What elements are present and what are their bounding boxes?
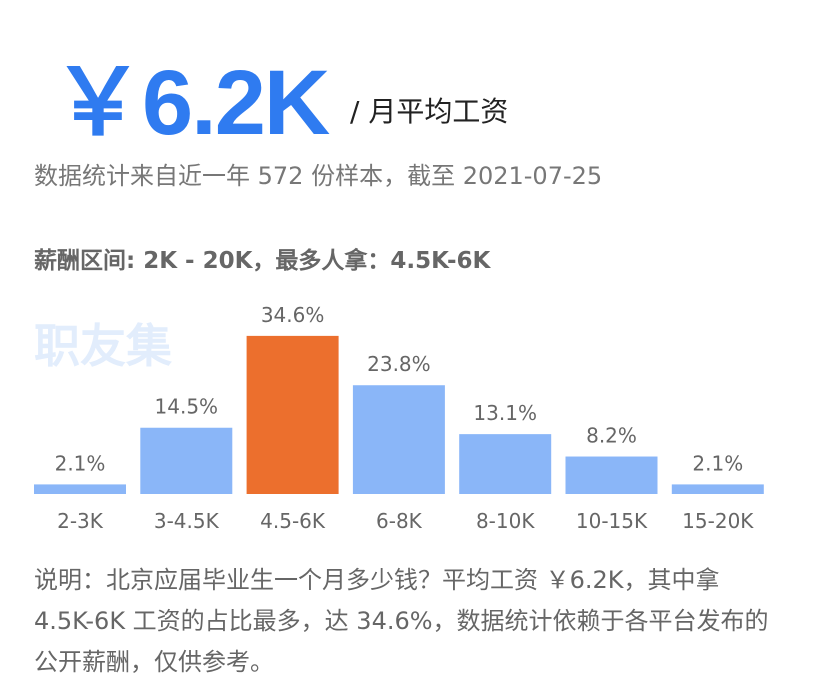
bar — [671, 484, 764, 494]
value-label: 14.5% — [155, 395, 219, 419]
watermark: 职友集 — [34, 319, 172, 373]
value-label: 34.6% — [261, 303, 325, 327]
category-label: 2-3K — [57, 509, 104, 533]
bar — [565, 456, 658, 494]
value-label: 23.8% — [367, 352, 431, 376]
value-label: 2.1% — [55, 451, 106, 475]
value-label: 8.2% — [586, 424, 637, 448]
source-text: 数据统计来自近一年 572 份样本，截至 2021-07-25 — [34, 162, 603, 190]
value-label: 13.1% — [473, 401, 537, 425]
bar — [459, 434, 552, 494]
range-label: 薪酬区间: 2K - 20K，最多人拿：4.5K-6K — [34, 248, 491, 274]
bar — [140, 427, 233, 494]
value-label: 2.1% — [692, 451, 743, 475]
category-label: 10-15K — [576, 509, 648, 533]
note: 说明：北京应届毕业生一个月多少钱？平均工资 ￥6.2K，其中拿 4.5K-6K … — [34, 566, 769, 676]
salary-unit: / 月平均工资 — [350, 95, 509, 128]
bar — [352, 385, 445, 494]
category-label: 4.5-6K — [260, 509, 326, 533]
bar — [34, 484, 126, 494]
chart: 职友集 2.1% 2-3K 14.5% 3-4.5K 34.6% 4.5-6K 23.8% 6… — [34, 303, 764, 533]
category-label: 3-4.5K — [154, 509, 220, 533]
average-salary: ￥6.2K — [52, 52, 330, 154]
category-label: 6-8K — [376, 509, 423, 533]
category-label: 15-20K — [682, 509, 754, 533]
category-label: 8-10K — [476, 509, 535, 533]
bar — [246, 335, 339, 494]
